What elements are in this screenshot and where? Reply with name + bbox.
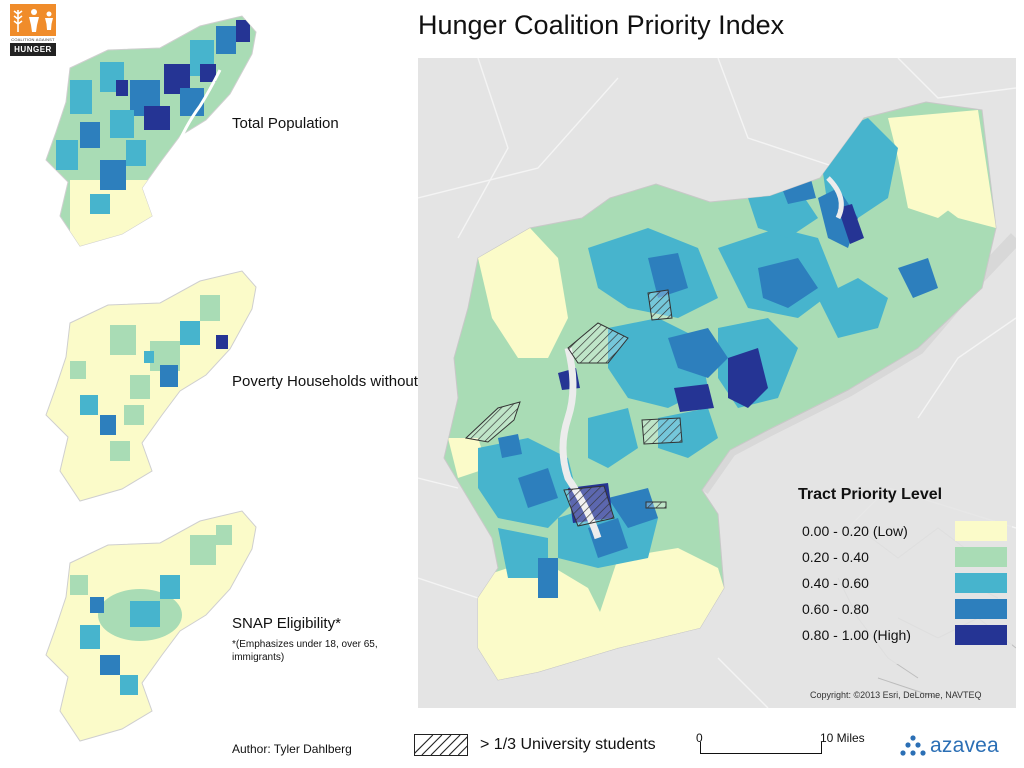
scale-bar-ten-miles: 10 Miles — [820, 731, 865, 745]
scale-bar-zero: 0 — [696, 731, 703, 745]
legend-row: 0.40 - 0.60 — [802, 572, 869, 594]
mini-map-total-population — [45, 15, 257, 247]
legend-swatch — [955, 573, 1007, 593]
legend-row: 0.00 - 0.20 (Low) — [802, 520, 908, 542]
mini-map-snap-eligibility — [45, 510, 257, 742]
main-map — [418, 58, 1016, 708]
people-grain-icon — [10, 4, 56, 36]
hatch-legend-label: > 1/3 University students — [480, 736, 656, 753]
legend-title: Tract Priority Level — [798, 486, 943, 503]
legend-label: 0.20 - 0.40 — [802, 549, 869, 565]
page-title: Hunger Coalition Priority Index — [418, 10, 785, 40]
logo-name: HUNGER — [10, 43, 56, 56]
legend-swatch — [955, 599, 1007, 619]
scale-bar — [700, 742, 822, 754]
copyright-text: Copyright: ©2013 Esri, DeLorme, NAVTEQ — [810, 690, 982, 700]
logo-small-text: COALITION AGAINST — [11, 37, 55, 42]
legend-label: 0.60 - 0.80 — [802, 601, 869, 617]
mini-label-poverty-households: Poverty Households without SNAP — [232, 373, 463, 390]
mini-label-snap-eligibility: SNAP Eligibility* — [232, 615, 341, 632]
legend-swatch — [955, 547, 1007, 567]
azavea-logo-icon — [900, 735, 926, 756]
hatch-legend-swatch — [414, 734, 468, 756]
legend-label: 0.00 - 0.20 (Low) — [802, 523, 908, 539]
azavea-brand-name: azavea — [930, 734, 999, 757]
legend-row: 0.60 - 0.80 — [802, 598, 869, 620]
mini-label-total-population: Total Population — [232, 115, 339, 132]
azavea-brand: azavea — [900, 734, 999, 758]
mini-note-snap-eligibility: *(Emphasizes under 18, over 65, immigran… — [232, 639, 378, 663]
legend-label: 0.40 - 0.60 — [802, 575, 869, 591]
coalition-logo: COALITION AGAINST HUNGER — [10, 4, 56, 56]
legend-label: 0.80 - 1.00 (High) — [802, 627, 911, 643]
legend-row: 0.20 - 0.40 — [802, 546, 869, 568]
author-credit: Author: Tyler Dahlberg — [232, 742, 352, 756]
mini-map-poverty-households — [45, 270, 257, 502]
legend-swatch — [955, 625, 1007, 645]
legend-swatch — [955, 521, 1007, 541]
legend-row: 0.80 - 1.00 (High) — [802, 624, 911, 646]
